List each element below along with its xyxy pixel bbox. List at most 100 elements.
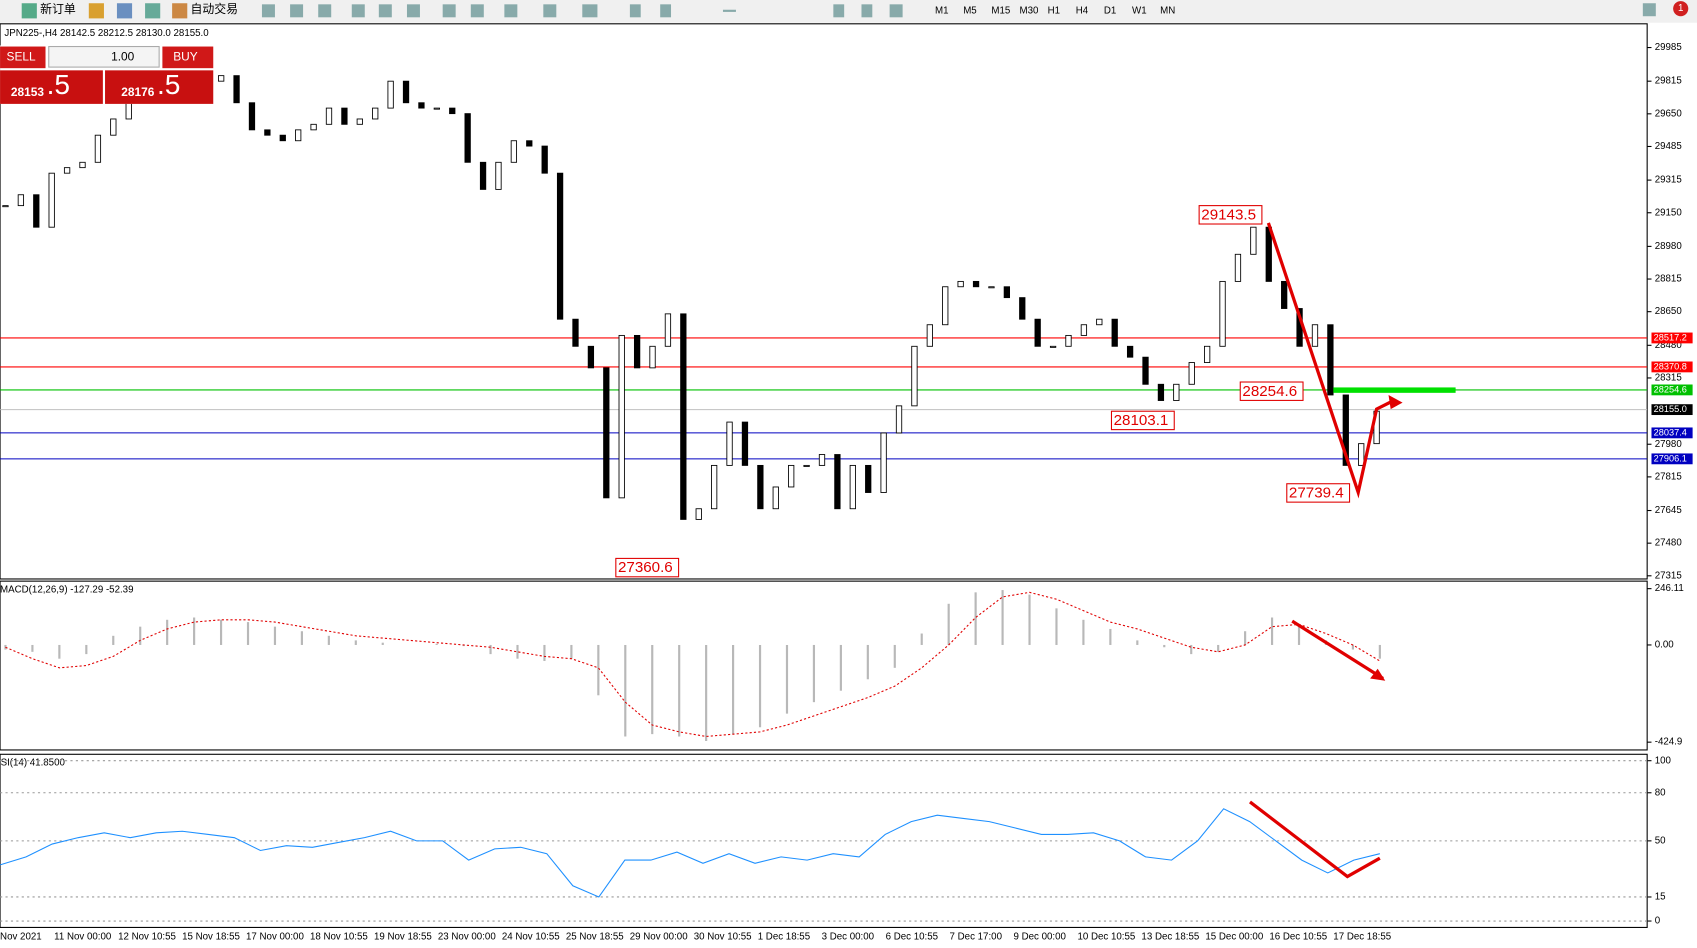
y-tick-label: -424.9 [1655,737,1683,748]
annotation-box [1286,483,1351,503]
candle-body [94,134,102,163]
candle-body [1219,280,1226,347]
drawn-arrows [1249,222,1393,879]
candle-body [63,167,71,174]
icon[interactable] [1642,3,1656,17]
candle-body [957,280,964,288]
candle-body [279,134,286,142]
candle-body [757,464,764,510]
y-tick-label: 27980 [1655,439,1683,450]
y-tick-label: 80 [1655,787,1666,798]
timeframe-button[interactable]: M5 [963,5,977,16]
icon[interactable] [861,4,873,18]
candle-body [433,107,440,110]
bid-main[interactable]: 28153 [11,85,44,99]
buy-label[interactable]: BUY [173,49,198,63]
ask-big[interactable]: .5 [157,69,180,100]
candle-body [711,464,718,510]
candle-body [1096,318,1103,326]
x-tick-label: 11 Nov 00:00 [54,932,112,943]
badge-count: 1 [1678,3,1683,14]
timeframe-button[interactable]: M15 [991,5,1010,16]
icon[interactable] [889,4,903,18]
candle-body [526,140,533,147]
level-label: 27906.1 [1654,453,1687,463]
y-tick-label: 29985 [1655,42,1682,53]
candle-body [972,280,980,288]
sell-button[interactable] [0,46,46,69]
x-tick-label: 16 Dec 10:55 [1269,932,1327,943]
candle-body [79,161,86,169]
icon[interactable] [145,3,161,19]
candle-body [1358,443,1365,466]
ask-main[interactable]: 28176 [121,85,154,99]
y-tick-label: 29815 [1655,76,1682,87]
x-tick-label: 17 Dec 18:55 [1333,932,1391,943]
icon[interactable] [722,9,736,12]
icon[interactable] [833,4,845,18]
y-tick-label: 15 [1655,892,1666,903]
timeframe-button[interactable]: M1 [935,5,949,16]
icon[interactable] [351,4,365,18]
y-tick-label: 0 [1655,916,1661,927]
icon[interactable] [318,4,332,18]
support-line [1333,387,1456,393]
icon[interactable] [660,4,672,18]
candle-body [633,334,641,369]
candle-body [680,313,687,520]
sell-label[interactable]: SELL [7,49,36,63]
timeframe-button[interactable]: H4 [1076,5,1089,16]
new-order[interactable]: 新订单 [40,2,76,16]
icon[interactable] [629,4,641,18]
candle-body [2,205,9,208]
arrow-heads [1370,395,1403,681]
icon[interactable] [290,4,304,18]
buy-button[interactable] [162,46,214,69]
auto-trading[interactable]: 自动交易 [191,2,239,16]
icon[interactable] [442,4,456,18]
icon[interactable] [504,4,518,18]
annotation-box [1239,381,1304,401]
timeframe-button[interactable]: MN [1160,5,1175,16]
timeframe-button[interactable]: W1 [1132,5,1147,16]
candle-body [988,286,995,289]
icon[interactable] [582,4,598,18]
x-tick-label: 23 Nov 00:00 [438,932,496,943]
icon[interactable] [21,3,37,19]
x-tick-label: 18 Nov 10:55 [310,932,368,943]
candle-body [1250,226,1257,255]
icon[interactable] [116,3,133,19]
candle-body [110,118,117,136]
lot-value[interactable]: 1.00 [111,49,135,63]
candle-body [942,286,949,326]
bid-box[interactable] [0,70,103,104]
candle-body [248,102,256,131]
icon[interactable] [88,3,104,19]
timeframe-button[interactable]: M30 [1019,5,1039,16]
ask-box[interactable] [105,70,214,104]
lot-field[interactable] [48,45,160,68]
candle-body [1281,280,1288,309]
y-tick-label: 28650 [1655,306,1683,317]
level-label: 28517.2 [1654,332,1687,342]
icon[interactable] [406,4,420,18]
icon[interactable] [172,3,188,19]
annotation-box [615,557,680,578]
icon[interactable] [470,4,484,18]
timeframe-button[interactable]: H1 [1048,5,1060,16]
bid-big[interactable]: .5 [47,69,70,100]
y-tick-label: 29650 [1655,108,1683,119]
candle-body [17,194,25,207]
icon[interactable] [378,4,392,18]
notification-badge[interactable] [1673,1,1689,17]
candle-body [372,107,379,120]
candle-body [1173,383,1180,401]
candle-body [911,345,918,407]
y-tick-label: 27480 [1655,538,1683,549]
icon[interactable] [543,4,557,18]
timeframe-button[interactable]: D1 [1104,5,1116,16]
icon[interactable] [261,4,275,18]
candle-body [741,421,749,466]
level-label: 28155.0 [1654,404,1687,414]
